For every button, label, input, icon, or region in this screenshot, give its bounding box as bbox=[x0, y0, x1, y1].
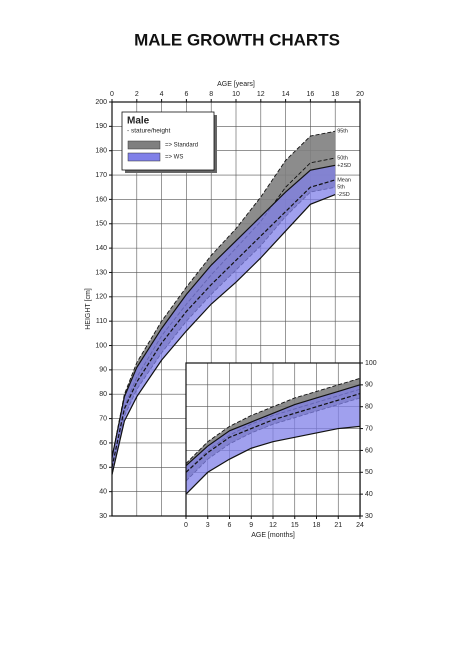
y-axis-label: HEIGHT [cm] bbox=[85, 288, 92, 330]
y-tick-label: 100 bbox=[365, 360, 377, 367]
curve bbox=[111, 164, 336, 458]
y-tick-label: 200 bbox=[95, 99, 107, 106]
curve bbox=[185, 384, 361, 467]
x-tick-label: 0 bbox=[184, 522, 188, 529]
y-tick-label: 40 bbox=[99, 488, 107, 495]
y-tick-label: 160 bbox=[95, 196, 107, 203]
curve bbox=[185, 393, 361, 473]
x-tick-label: 2 bbox=[135, 91, 139, 98]
curve bbox=[185, 377, 361, 464]
y-tick-label: 120 bbox=[95, 294, 107, 301]
x-tick-label: 0 bbox=[110, 91, 114, 98]
band-area bbox=[186, 384, 360, 495]
x-tick-label: 18 bbox=[313, 522, 321, 529]
x-tick-label: 4 bbox=[160, 91, 164, 98]
x-axis-label: AGE [months] bbox=[251, 532, 295, 539]
x-tick-label: 12 bbox=[257, 91, 265, 98]
curve bbox=[185, 425, 361, 495]
y-tick-label: 40 bbox=[365, 491, 373, 498]
y-tick-label: 60 bbox=[99, 440, 107, 447]
curve-label: -2SD bbox=[337, 192, 350, 198]
legend-swatch bbox=[127, 152, 161, 162]
x-axis-label: AGE [years] bbox=[217, 81, 255, 88]
x-tick-label: 8 bbox=[209, 91, 213, 98]
y-tick-label: 110 bbox=[96, 318, 107, 325]
y-tick-label: 190 bbox=[95, 123, 107, 130]
x-tick-label: 3 bbox=[206, 522, 210, 529]
curve-label: +2SD bbox=[337, 163, 351, 169]
x-tick-label: 15 bbox=[291, 522, 299, 529]
legend-entry: => Standard bbox=[165, 143, 198, 149]
band-area bbox=[112, 165, 336, 475]
y-tick-label: 30 bbox=[99, 513, 107, 520]
curve bbox=[111, 130, 336, 458]
legend-swatch bbox=[127, 140, 161, 150]
y-tick-label: 60 bbox=[365, 447, 373, 454]
y-tick-label: 140 bbox=[95, 245, 107, 252]
y-tick-label: 170 bbox=[95, 172, 107, 179]
curve-label: 50th bbox=[337, 155, 348, 161]
x-tick-label: 10 bbox=[232, 91, 240, 98]
x-tick-label: 9 bbox=[249, 522, 253, 529]
curve-label: 95th bbox=[337, 129, 348, 135]
x-tick-label: 18 bbox=[331, 91, 339, 98]
x-tick-label: 14 bbox=[282, 91, 290, 98]
y-tick-label: 90 bbox=[99, 367, 107, 374]
x-tick-label: 12 bbox=[269, 522, 277, 529]
legend-title: Male bbox=[127, 116, 150, 127]
curve-label: 5th bbox=[337, 185, 345, 191]
y-tick-label: 50 bbox=[365, 469, 373, 476]
y-tick-label: 80 bbox=[365, 404, 373, 411]
curve-label: Mean bbox=[337, 177, 351, 183]
x-tick-label: 24 bbox=[356, 522, 364, 529]
y-tick-label: 150 bbox=[95, 221, 107, 228]
curve bbox=[111, 193, 336, 475]
x-tick-label: 21 bbox=[334, 522, 342, 529]
y-tick-label: 50 bbox=[99, 464, 107, 471]
y-tick-label: 80 bbox=[99, 391, 107, 398]
y-tick-label: 130 bbox=[95, 269, 107, 276]
y-tick-label: 100 bbox=[95, 342, 107, 349]
y-tick-label: 70 bbox=[365, 425, 373, 432]
x-tick-label: 6 bbox=[184, 91, 188, 98]
y-tick-label: 180 bbox=[95, 148, 107, 155]
x-tick-label: 6 bbox=[228, 522, 232, 529]
x-tick-label: 16 bbox=[307, 91, 315, 98]
legend-entry: => WS bbox=[165, 155, 183, 161]
y-tick-label: 30 bbox=[365, 513, 373, 520]
curve bbox=[111, 179, 336, 468]
legend-subtitle: - stature/height bbox=[127, 128, 171, 135]
x-tick-label: 20 bbox=[356, 91, 364, 98]
y-tick-label: 70 bbox=[99, 415, 107, 422]
page-title: MALE GROWTH CHARTS bbox=[134, 30, 340, 49]
y-tick-label: 90 bbox=[365, 382, 373, 389]
